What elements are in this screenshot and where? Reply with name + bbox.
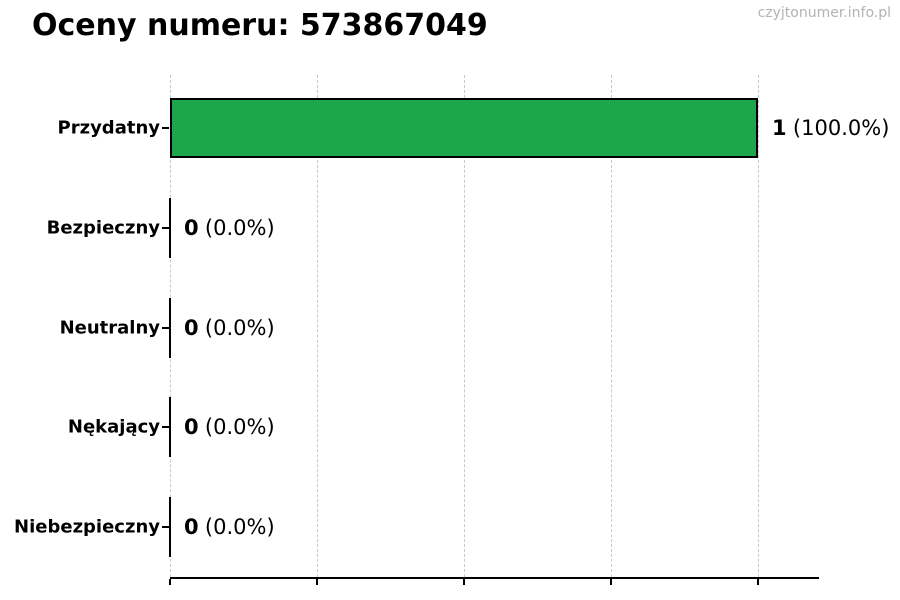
value-percent: (0.0%) bbox=[204, 215, 275, 240]
value-label: 0 (0.0%) bbox=[184, 316, 275, 340]
value-count: 0 bbox=[184, 515, 199, 539]
category-label: Neutralny bbox=[59, 317, 160, 338]
category-label: Przydatny bbox=[57, 117, 160, 139]
value-label: 0 (0.0%) bbox=[184, 515, 275, 539]
value-label: 0 (0.0%) bbox=[184, 216, 275, 240]
x-axis-tick bbox=[169, 579, 171, 585]
value-count: 1 bbox=[772, 116, 787, 140]
value-count: 0 bbox=[184, 315, 199, 340]
x-axis-tick bbox=[463, 579, 465, 585]
category-label: Bezpieczny bbox=[46, 217, 160, 239]
category-label: Nękający bbox=[67, 416, 160, 438]
zero-bar bbox=[169, 297, 171, 358]
gridline bbox=[464, 75, 465, 577]
x-axis-tick bbox=[757, 579, 759, 585]
y-axis-tick bbox=[162, 526, 169, 528]
x-axis-tick bbox=[316, 579, 318, 585]
category-label: Niebezpieczny bbox=[14, 516, 160, 538]
bar bbox=[170, 98, 758, 158]
value-percent: (0.0%) bbox=[204, 415, 275, 440]
value-label: 1 (100.0%) bbox=[772, 116, 889, 140]
y-axis-tick bbox=[162, 426, 169, 429]
value-percent: (100.0%) bbox=[792, 116, 890, 140]
zero-bar bbox=[169, 497, 171, 557]
value-percent: (0.0%) bbox=[204, 315, 275, 340]
y-axis-tick bbox=[162, 326, 169, 329]
watermark: czyjtonumer.info.pl bbox=[757, 5, 891, 21]
y-axis-tick bbox=[162, 226, 169, 229]
gridline bbox=[611, 75, 612, 577]
chart-title: Oceny numeru: 573867049 bbox=[32, 8, 488, 43]
value-label: 0 (0.0%) bbox=[184, 415, 275, 439]
value-percent: (0.0%) bbox=[204, 515, 275, 539]
gridline bbox=[317, 75, 318, 577]
zero-bar bbox=[169, 397, 171, 458]
x-axis-line bbox=[170, 577, 819, 579]
y-axis-tick bbox=[162, 127, 169, 129]
value-count: 0 bbox=[184, 415, 199, 440]
x-axis-tick bbox=[610, 579, 612, 585]
zero-bar bbox=[169, 197, 171, 258]
gridline bbox=[758, 75, 759, 577]
value-count: 0 bbox=[184, 215, 199, 240]
